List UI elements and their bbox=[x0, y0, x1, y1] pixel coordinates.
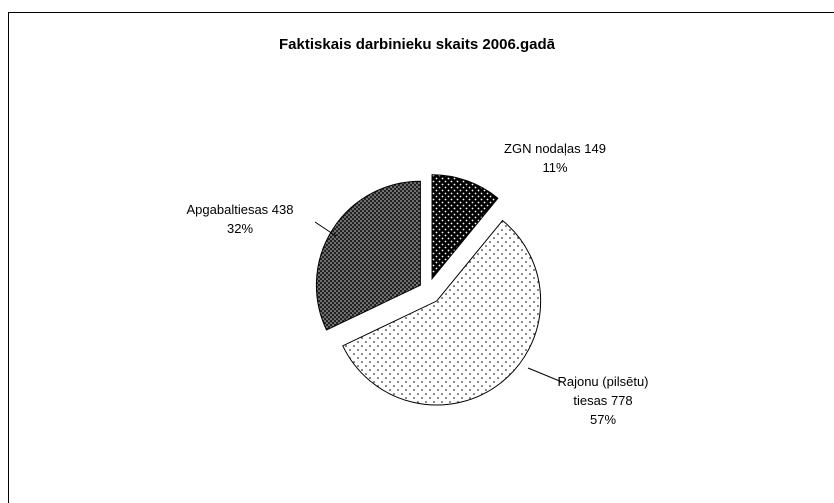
category-label: Rajonu (pilsētu) tiesas bbox=[557, 374, 649, 408]
value-label: 778 bbox=[610, 393, 633, 408]
percent-label: 57% bbox=[589, 412, 617, 427]
value-label: 438 bbox=[271, 202, 294, 217]
leader-line bbox=[314, 221, 337, 237]
leader-line bbox=[527, 367, 563, 383]
chart-frame bbox=[8, 12, 834, 503]
value-label: 149 bbox=[584, 141, 606, 156]
pie-slice bbox=[315, 180, 421, 331]
percent-label: 11% bbox=[542, 160, 568, 175]
pie-slice bbox=[431, 174, 499, 281]
category-label: Apgabaltiesas bbox=[186, 202, 269, 217]
chart-title: Faktiskais darbinieku skaits 2006.gadā bbox=[279, 36, 555, 53]
slice-label: Apgabaltiesas 438 32% bbox=[170, 200, 310, 238]
category-label: ZGN nodaļas bbox=[504, 141, 581, 156]
pie-slice bbox=[342, 219, 542, 406]
slice-label: ZGN nodaļas 149 11% bbox=[495, 139, 615, 177]
percent-label: 32% bbox=[226, 221, 254, 236]
slice-label: Rajonu (pilsētu) tiesas 778 57% bbox=[548, 372, 658, 429]
